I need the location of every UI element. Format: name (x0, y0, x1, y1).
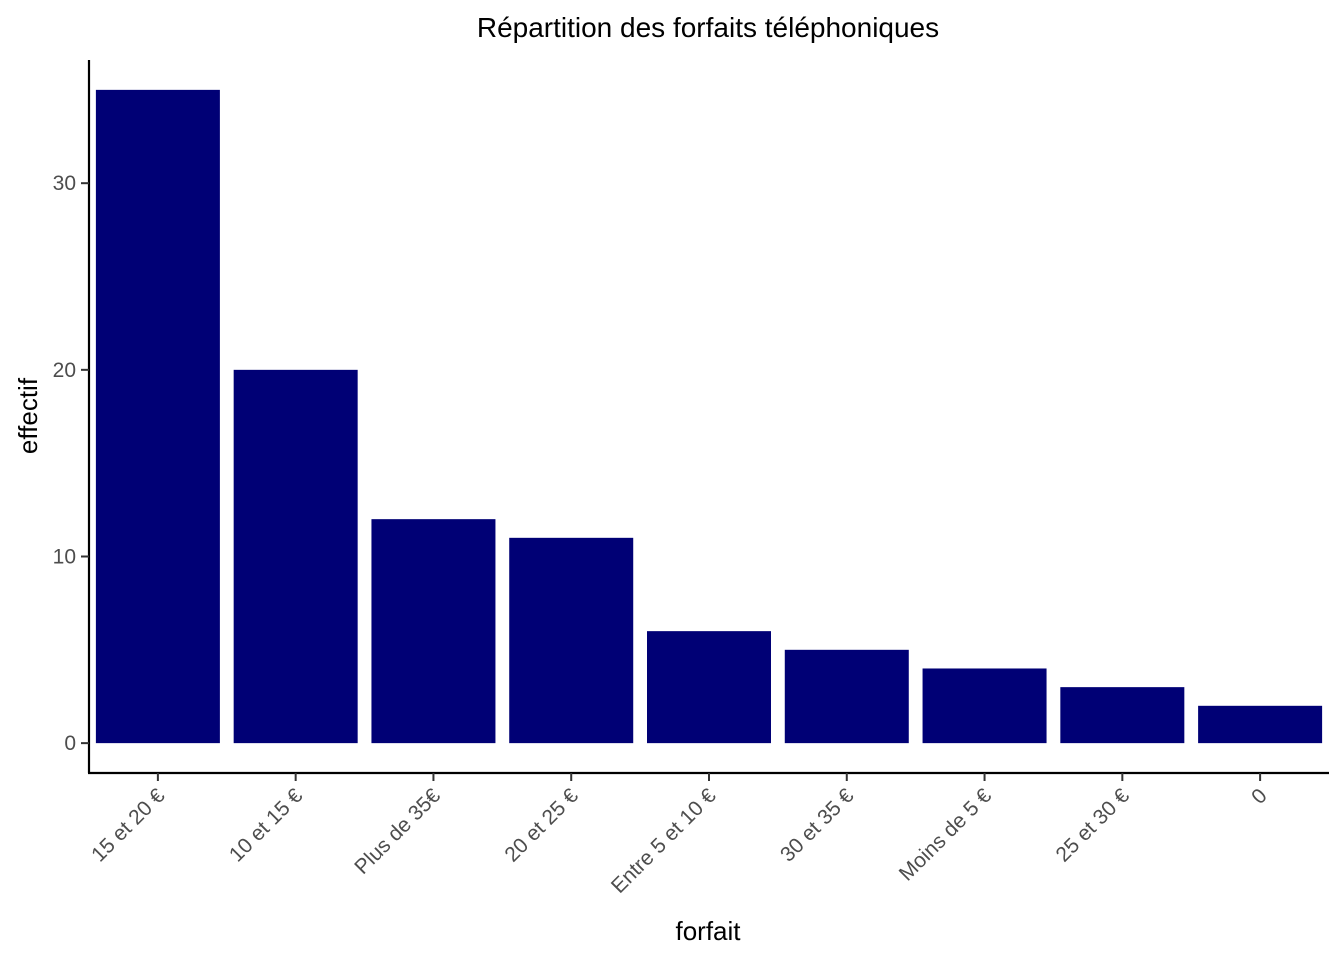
x-ticks-group: 15 et 20 € 10 et 15 € Plus de 35€ 20 et 25 … (87, 773, 1272, 898)
y-tick-label-0: 0 (64, 732, 76, 755)
x-tick-label-8: 0 (1247, 784, 1272, 809)
x-tick-label-7: 25 et 30 € (1052, 784, 1135, 867)
bars-group (95, 89, 1323, 744)
bar-7 (1060, 687, 1185, 744)
y-tick-label-1: 10 (53, 545, 76, 568)
y-ticks-group: 0 10 20 30 (53, 172, 89, 755)
bar-0 (95, 89, 220, 744)
y-tick-label-3: 30 (53, 172, 76, 195)
x-tick-label-0: 15 et 20 € (87, 784, 170, 867)
bar-6 (922, 668, 1047, 744)
bar-1 (233, 369, 358, 744)
bar-5 (784, 649, 909, 744)
x-tick-label-4: Entre 5 et 10 € (607, 784, 721, 898)
bar-4 (647, 631, 771, 744)
bar-8 (1198, 705, 1323, 744)
x-axis-title: forfait (675, 916, 741, 946)
x-tick-label-5: 30 et 35 € (776, 784, 859, 867)
x-tick-label-2: Plus de 35€ (350, 784, 445, 879)
y-tick-label-2: 20 (53, 359, 76, 382)
y-axis-title: effectif (13, 377, 43, 454)
bar-3 (509, 537, 634, 744)
x-tick-label-3: 20 et 25 € (500, 784, 583, 867)
bar-2 (371, 519, 496, 744)
x-tick-label-1: 10 et 15 € (225, 784, 308, 867)
x-tick-label-6: Moins de 5 € (895, 784, 997, 886)
chart-title: Répartition des forfaits téléphoniques (477, 12, 939, 43)
